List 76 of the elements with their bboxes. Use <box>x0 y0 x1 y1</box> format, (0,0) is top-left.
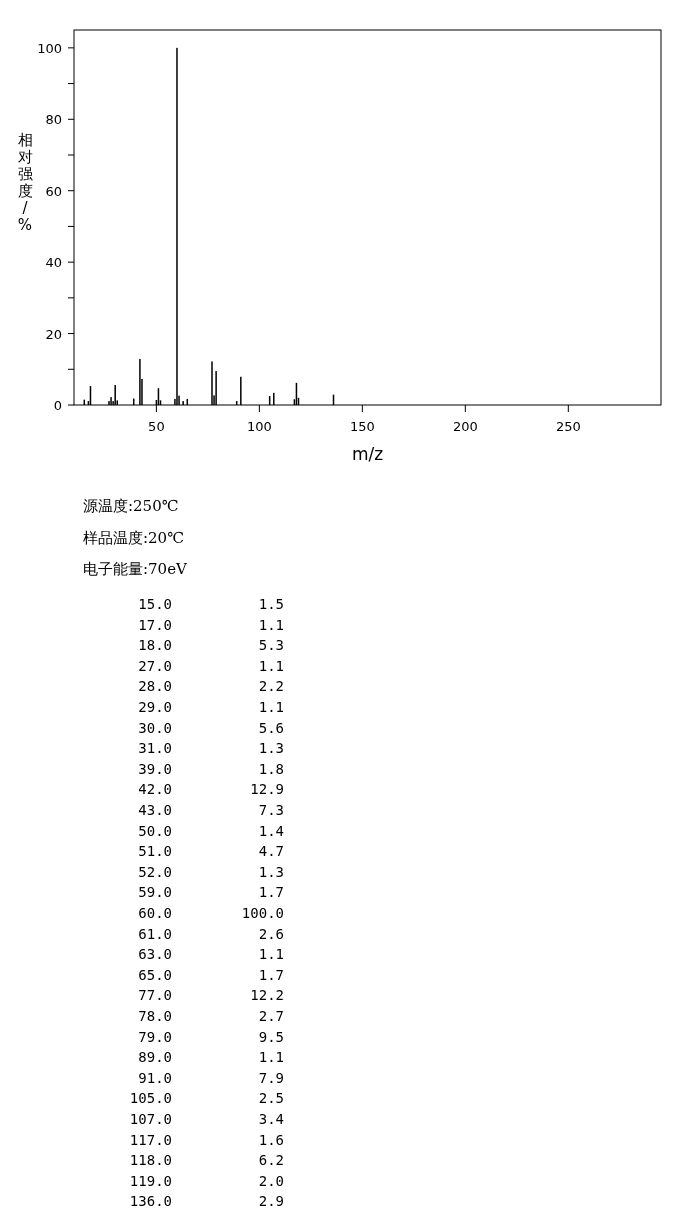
y-tick-label: 40 <box>45 255 62 271</box>
x-tick-label: 50 <box>148 419 165 434</box>
text: 31.0 <box>138 740 172 757</box>
text: 1.3 <box>258 740 284 757</box>
text: 50.0 <box>138 822 172 839</box>
text: 51.0 <box>138 843 172 860</box>
text: 1.1 <box>258 946 284 963</box>
text: 118.0 <box>129 1152 172 1169</box>
text: 78.0 <box>138 1008 172 1024</box>
x-tick-label: 200 <box>452 419 478 434</box>
text: 12.9 <box>250 781 284 798</box>
text: 电子能量:70eV <box>83 560 189 578</box>
text: 6.2 <box>258 1152 284 1169</box>
text: 1.7 <box>258 884 284 901</box>
text: 28.0 <box>138 678 172 695</box>
y-axis-title: 相对强度/% <box>17 131 33 234</box>
text: 105.0 <box>129 1090 172 1107</box>
text: 59.0 <box>138 884 172 901</box>
text: 1.1 <box>258 699 284 715</box>
text: 2.2 <box>258 678 284 695</box>
text: 18.0 <box>138 637 172 654</box>
text: 源温度:250℃ <box>83 497 179 515</box>
text: 2.7 <box>258 1008 284 1024</box>
x-axis-title: m/z <box>351 444 384 464</box>
x-tick-label: 100 <box>246 419 272 434</box>
text: 样品温度:20℃ <box>83 528 184 547</box>
text: 30.0 <box>138 719 172 736</box>
text: 12.2 <box>250 987 284 1004</box>
text: 100.0 <box>241 905 284 921</box>
text: 65.0 <box>138 966 172 983</box>
text: 2.6 <box>258 925 284 942</box>
text: 63.0 <box>138 946 172 963</box>
text: 3.4 <box>258 1111 284 1127</box>
text: 7.3 <box>258 802 284 818</box>
text: 27.0 <box>138 657 172 674</box>
y-tick-label: 100 <box>37 40 62 56</box>
text: 1.5 <box>258 596 284 612</box>
text: 1.1 <box>258 616 284 633</box>
text: 107.0 <box>129 1111 172 1127</box>
x-tick-label: 150 <box>349 419 375 434</box>
text: 1.1 <box>258 1049 284 1066</box>
text: 5.6 <box>258 719 284 736</box>
x-tick-label: 250 <box>555 419 581 434</box>
text: 17.0 <box>138 616 172 633</box>
text: 5.3 <box>258 637 284 654</box>
text: 1.6 <box>258 1131 284 1148</box>
text: 119.0 <box>129 1172 172 1189</box>
text: 60.0 <box>138 905 172 921</box>
text: 79.0 <box>138 1028 172 1045</box>
text: 117.0 <box>129 1131 172 1148</box>
text: 61.0 <box>138 925 172 942</box>
text: 9.5 <box>258 1028 284 1045</box>
y-tick-label: 80 <box>45 112 62 128</box>
text: 1.1 <box>258 657 284 674</box>
text: 52.0 <box>138 863 172 880</box>
y-tick-label: 0 <box>53 398 62 413</box>
text: 29.0 <box>138 699 172 715</box>
text: 1.4 <box>258 822 284 839</box>
text: 2.9 <box>258 1193 284 1210</box>
text: 89.0 <box>138 1049 172 1066</box>
y-tick-label: 20 <box>45 326 62 342</box>
text: 91.0 <box>138 1069 172 1086</box>
text: 39.0 <box>138 760 172 777</box>
text: 1.8 <box>258 760 284 777</box>
text: 43.0 <box>138 802 172 818</box>
text: 136.0 <box>129 1193 172 1210</box>
text: 2.5 <box>258 1090 284 1107</box>
text: 7.9 <box>258 1069 284 1086</box>
text: 15.0 <box>138 596 172 612</box>
text: 2.0 <box>258 1172 284 1189</box>
y-tick-label: 60 <box>45 183 62 199</box>
text: 42.0 <box>138 781 172 798</box>
text: 1.3 <box>258 863 284 880</box>
text: 1.7 <box>258 966 284 983</box>
text: 77.0 <box>138 987 172 1004</box>
text: 4.7 <box>258 843 284 860</box>
